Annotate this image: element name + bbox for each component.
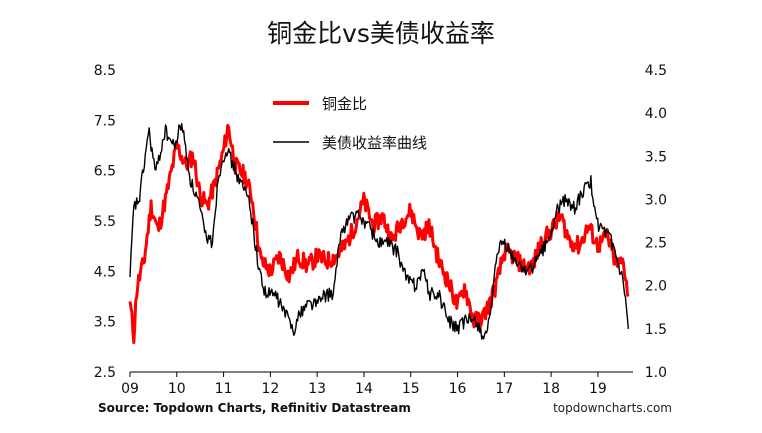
- y-right-tick-label: 1.0: [645, 365, 667, 381]
- x-tick-label: 11: [215, 381, 233, 397]
- x-tick-label: 19: [589, 381, 607, 397]
- y-right-tick-label: 2.0: [645, 279, 667, 295]
- x-tick-label: 10: [168, 381, 186, 397]
- y-right-tick-label: 2.5: [645, 236, 667, 252]
- x-tick-label: 13: [308, 381, 326, 397]
- series-line-treasury-yield: [130, 124, 628, 339]
- series-layer: [130, 124, 628, 343]
- y-right-tick-label: 1.5: [645, 322, 667, 338]
- source-note: Source: Topdown Charts, Refinitiv Datast…: [98, 401, 411, 415]
- y-right-tick-label: 3.0: [645, 192, 667, 208]
- legend-label-copper-gold-ratio: 铜金比: [322, 95, 367, 113]
- x-tick-label: 18: [542, 381, 560, 397]
- chart-root: 铜金比vs美债收益率 09 10 11 12 13 14 15 16 17 18 19 2.5 3.5 4…: [0, 0, 762, 433]
- x-tick-label: 09: [121, 381, 139, 397]
- x-tick-label: 16: [449, 381, 467, 397]
- axis-layer: 09 10 11 12 13 14 15 16 17 18 19 2.5 3.5 4.5 5.5 6.5 7.5…: [94, 63, 667, 397]
- series-line-copper-gold-ratio: [130, 125, 628, 342]
- y-left-tick-label: 8.5: [94, 63, 116, 79]
- y-right-tick-label: 4.0: [645, 106, 667, 122]
- legend-label-treasury-yield: 美债收益率曲线: [322, 134, 427, 152]
- watermark-text: topdowncharts.com: [553, 401, 672, 415]
- chart-svg: 09 10 11 12 13 14 15 16 17 18 19 2.5 3.5 4.5 5.5 6.5 7.5…: [0, 0, 762, 433]
- y-left-tick-label: 7.5: [94, 113, 116, 129]
- y-left-tick-label: 6.5: [94, 164, 116, 180]
- x-tick-label: 12: [261, 381, 279, 397]
- x-tick-label: 15: [402, 381, 420, 397]
- y-left-tick-label: 2.5: [94, 365, 116, 381]
- y-left-tick-label: 3.5: [94, 315, 116, 331]
- y-left-tick-label: 4.5: [94, 264, 116, 280]
- x-tick-label: 17: [495, 381, 513, 397]
- y-right-tick-label: 3.5: [645, 149, 667, 165]
- y-left-tick-label: 5.5: [94, 214, 116, 230]
- y-right-tick-label: 4.5: [645, 63, 667, 79]
- x-tick-label: 14: [355, 381, 373, 397]
